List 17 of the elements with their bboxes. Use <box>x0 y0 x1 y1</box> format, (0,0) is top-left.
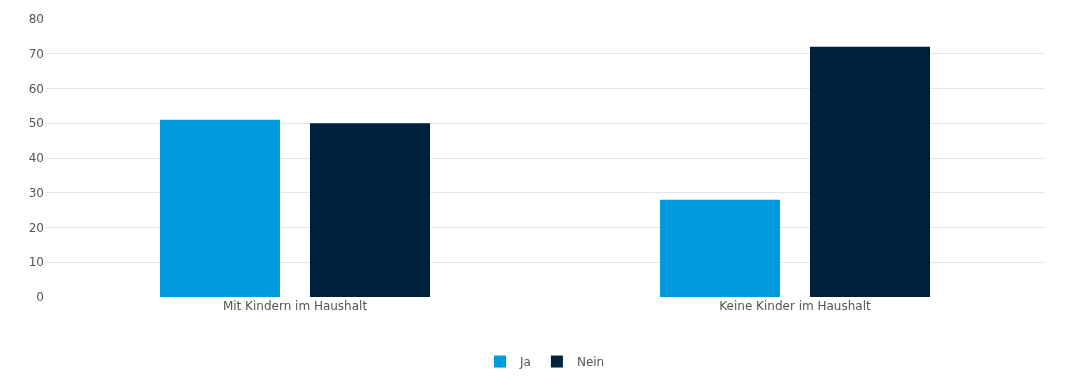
y-tick-label: 70 <box>28 46 44 61</box>
legend-label: Nein <box>576 355 605 370</box>
y-tick-label: 0 <box>36 290 44 305</box>
bar <box>160 119 280 297</box>
y-tick-label: 80 <box>28 12 44 27</box>
x-tick-label: Mit Kindern im Haushalt <box>222 299 368 313</box>
bar <box>310 123 430 297</box>
y-tick-label: 20 <box>28 220 44 235</box>
x-tick-label: Keine Kinder im Haushalt <box>719 299 871 313</box>
legend-label: Ja <box>519 355 531 370</box>
y-tick-label: 10 <box>28 255 44 270</box>
y-tick-label: 50 <box>28 116 44 131</box>
y-tick-label: 40 <box>28 151 44 166</box>
bar <box>810 46 930 297</box>
y-tick-label: 60 <box>28 81 44 96</box>
bar <box>660 199 780 297</box>
y-tick-label: 30 <box>28 185 44 200</box>
